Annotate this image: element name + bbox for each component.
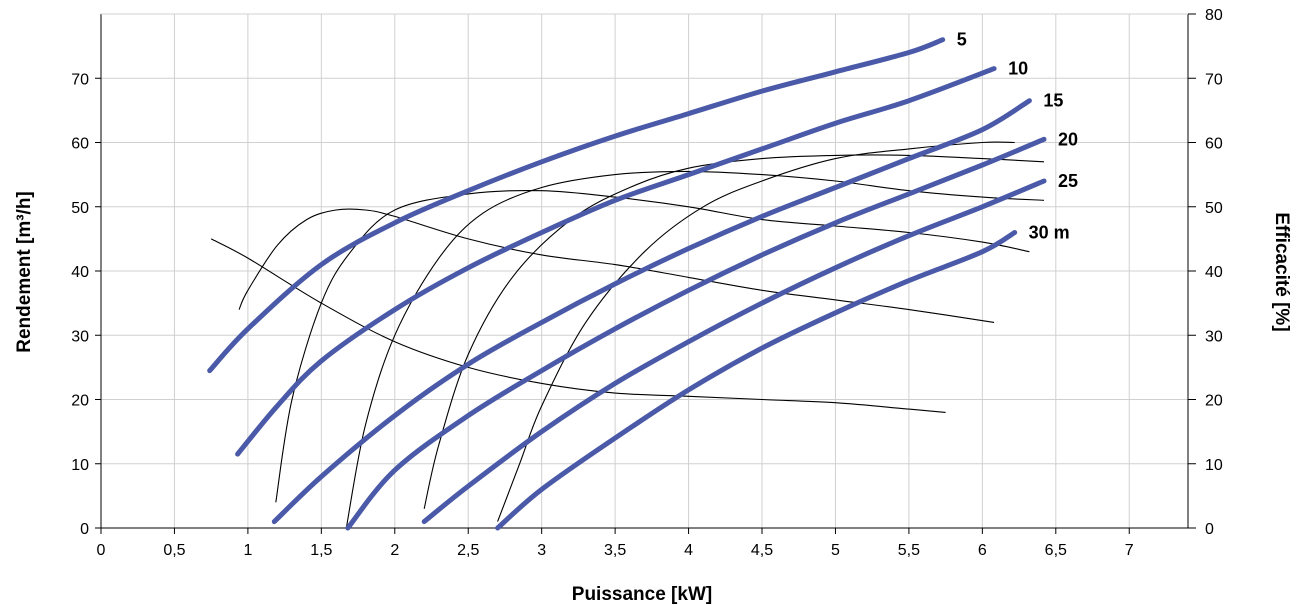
series-label: 30 m — [1029, 222, 1070, 242]
y2-tick-label: 30 — [1205, 328, 1223, 345]
y-tick-label: 0 — [80, 521, 89, 538]
x-tick-label: 0,5 — [163, 542, 185, 559]
x-tick-label: 6,5 — [1045, 542, 1067, 559]
x-tick-label: 4,5 — [751, 542, 773, 559]
x-tick-label: 1,5 — [310, 542, 332, 559]
efficiency-curve-6 — [497, 141, 1015, 522]
y2-tick-label: 10 — [1205, 457, 1223, 474]
flow-curve-2 — [235, 66, 997, 457]
y-tick-label: 60 — [71, 136, 89, 153]
x-tick-label: 3 — [537, 542, 546, 559]
efficiency-curve-5 — [423, 154, 1045, 509]
x-tick-label: 0 — [97, 542, 106, 559]
y2-tick-label: 20 — [1205, 393, 1223, 410]
axes — [95, 13, 1196, 534]
y2-tick-label: 80 — [1205, 7, 1223, 24]
flow-curve-6 — [495, 230, 1018, 531]
y-tick-label: 20 — [71, 393, 89, 410]
x-tick-label: 4 — [684, 542, 693, 559]
y-tick-label: 10 — [71, 457, 89, 474]
x-tick-label: 5 — [831, 542, 840, 559]
x-tick-label: 1 — [243, 542, 252, 559]
x-axis-title: Puissance [kW] — [572, 584, 712, 605]
efficiency-curves — [210, 141, 1045, 529]
flow-curve-4 — [345, 136, 1047, 531]
series-label: 25 — [1058, 171, 1078, 191]
y-axis-title: Rendement [m³/h] — [14, 191, 35, 353]
x-tick-label: 5,5 — [898, 542, 920, 559]
series-label: 10 — [1008, 59, 1028, 79]
y-tick-label: 50 — [71, 200, 89, 217]
efficiency-curve-3 — [275, 189, 1030, 503]
flow-curve-1 — [207, 37, 946, 374]
y2-tick-label: 50 — [1205, 200, 1223, 217]
y2-tick-label: 0 — [1205, 521, 1214, 538]
y2-tick-label: 40 — [1205, 264, 1223, 281]
y-tick-label: 70 — [71, 71, 89, 88]
tick-labels: 0 0,5 1 1,5 2 2,5 3 3,5 4 4,5 5 5,5 6 6,5 701020304050… — [71, 7, 1223, 559]
y-tick-label: 40 — [71, 264, 89, 281]
efficiency-curve-1 — [210, 238, 946, 413]
efficiency-curve-2 — [238, 208, 995, 323]
y2-axis-title: Efficacité [%] — [1271, 212, 1292, 331]
flow-curve-5 — [421, 178, 1047, 525]
y2-tick-label: 60 — [1205, 136, 1223, 153]
series-label: 20 — [1058, 129, 1078, 149]
x-tick-label: 3,5 — [604, 542, 626, 559]
y-tick-label: 30 — [71, 328, 89, 345]
series-label: 5 — [957, 30, 967, 50]
x-tick-label: 2,5 — [457, 542, 479, 559]
x-tick-label: 6 — [978, 542, 987, 559]
series-labels: 5 10 15 20 25 30 m — [957, 30, 1078, 243]
y2-tick-label: 70 — [1205, 71, 1223, 88]
x-tick-label: 7 — [1125, 542, 1134, 559]
series-label: 15 — [1043, 91, 1063, 111]
x-tick-label: 2 — [390, 542, 399, 559]
flow-curves — [207, 37, 1047, 531]
efficiency-curve-4 — [345, 170, 1045, 529]
flow-curve-3 — [271, 98, 1032, 525]
